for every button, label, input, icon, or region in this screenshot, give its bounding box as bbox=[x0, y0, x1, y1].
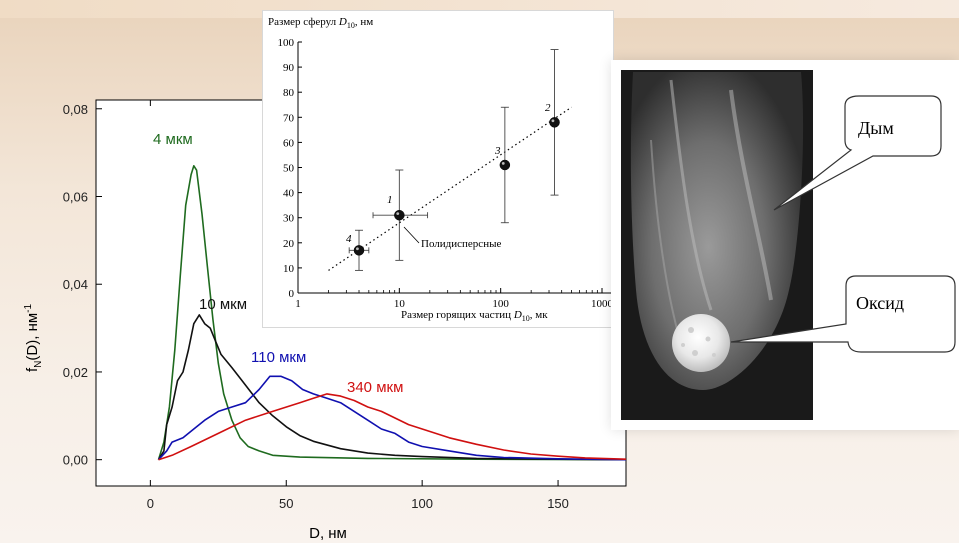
inset-data-point-3 bbox=[499, 159, 511, 171]
inset-y-tick-label: 30 bbox=[283, 213, 295, 225]
inset-data-point-highlight bbox=[396, 212, 400, 215]
inset-x-tick-label: 1000 bbox=[591, 298, 614, 310]
series-label-340um: 340 мкм bbox=[347, 379, 403, 396]
inset-title-sub: 10 bbox=[347, 21, 355, 30]
inset-y-tick-label: 40 bbox=[283, 188, 295, 200]
inset-y-tick-label: 100 bbox=[278, 37, 295, 49]
y-axis-label: fN(D), нм-1 bbox=[23, 303, 44, 372]
inset-data-point-2 bbox=[549, 117, 560, 128]
inset-data-point-highlight bbox=[551, 119, 555, 123]
inset-xlabel-pre: Размер горящих частиц bbox=[401, 309, 514, 321]
series-line-2 bbox=[157, 375, 627, 461]
inset-y-tick-label: 90 bbox=[283, 62, 295, 74]
y-axis-label-f: f bbox=[24, 367, 41, 372]
inset-data-point-1 bbox=[394, 209, 405, 221]
y-tick-label: 0,08 bbox=[63, 102, 88, 117]
x-tick-label: 50 bbox=[279, 496, 293, 511]
y-tick-label: 0,06 bbox=[63, 190, 88, 205]
inset-correlation-chart: Размер сферул D10, нм 010203040506070809… bbox=[262, 10, 614, 328]
inset-xlabel-sub: 10 bbox=[522, 314, 530, 323]
inset-y-tick-label: 20 bbox=[283, 238, 295, 250]
series-label-4um: 4 мкм bbox=[153, 131, 193, 148]
inset-xlabel-post: , мк bbox=[530, 309, 548, 321]
oxide-particle bbox=[672, 314, 730, 372]
inset-x-tick-label: 1 bbox=[295, 298, 301, 310]
callout-oxide-text: Оксид bbox=[856, 293, 904, 313]
x-tick-label: 150 bbox=[547, 496, 569, 511]
inset-point-label-1: 1 bbox=[387, 194, 393, 206]
y-axis-label-sup: -1 bbox=[23, 303, 34, 312]
inset-point-label-4: 4 bbox=[346, 233, 352, 245]
series-label-10um: 10 мкм bbox=[199, 296, 247, 313]
inset-point-label-3: 3 bbox=[494, 145, 501, 157]
callout-smoke: Дым bbox=[773, 95, 942, 211]
inset-data-point-highlight bbox=[501, 161, 505, 165]
slide-header-strip bbox=[0, 0, 959, 18]
inset-title-pre: Размер сферул bbox=[268, 16, 339, 28]
inset-y-tick-label: 10 bbox=[283, 263, 295, 275]
series-line-0 bbox=[157, 165, 627, 461]
inset-point-label-2: 2 bbox=[545, 102, 551, 114]
inset-data-point-4 bbox=[353, 245, 365, 256]
inset-y-tick-label: 0 bbox=[289, 288, 295, 300]
inset-y-tick-label: 70 bbox=[283, 112, 295, 124]
inset-y-tick-label: 60 bbox=[283, 137, 295, 149]
callout-oxide: Оксид bbox=[730, 275, 956, 353]
inset-y-tick-label: 80 bbox=[283, 87, 295, 99]
y-tick-label: 0,04 bbox=[63, 277, 88, 292]
inset-x-tick-label: 10 bbox=[394, 298, 406, 310]
inset-x-tick-label: 100 bbox=[492, 298, 509, 310]
x-axis-label: D, нм bbox=[309, 525, 347, 542]
series-line-3 bbox=[158, 393, 627, 461]
y-axis-label-sub: N bbox=[33, 361, 44, 368]
inset-annotation-leader bbox=[403, 226, 420, 244]
x-tick-label: 100 bbox=[411, 496, 433, 511]
smoke-photo bbox=[621, 70, 813, 420]
inset-title-post: , нм bbox=[355, 16, 373, 28]
inset-title: Размер сферул D10, нм bbox=[268, 16, 373, 30]
y-axis-label-rest: (D), нм bbox=[24, 313, 41, 361]
y-tick-label: 0,02 bbox=[63, 365, 88, 380]
inset-annotation-polydisperse: Полидисперсные bbox=[421, 238, 501, 250]
x-tick-label: 0 bbox=[147, 496, 154, 511]
inset-title-D: D bbox=[338, 16, 347, 28]
y-tick-label: 0,00 bbox=[63, 453, 88, 468]
inset-xlabel-D: D bbox=[513, 309, 522, 321]
series-label-110um: 110 мкм bbox=[251, 349, 306, 366]
combustion-photo-panel: Дым Оксид bbox=[611, 60, 959, 430]
inset-x-axis-label: Размер горящих частиц D10, мк bbox=[401, 309, 548, 323]
inset-data-point-highlight bbox=[356, 247, 359, 251]
callout-smoke-text: Дым bbox=[858, 118, 894, 138]
oxide-particle-spots bbox=[681, 327, 716, 357]
inset-y-tick-label: 50 bbox=[283, 163, 295, 175]
inset-trend-line bbox=[328, 106, 572, 271]
series-line-1 bbox=[157, 314, 627, 461]
